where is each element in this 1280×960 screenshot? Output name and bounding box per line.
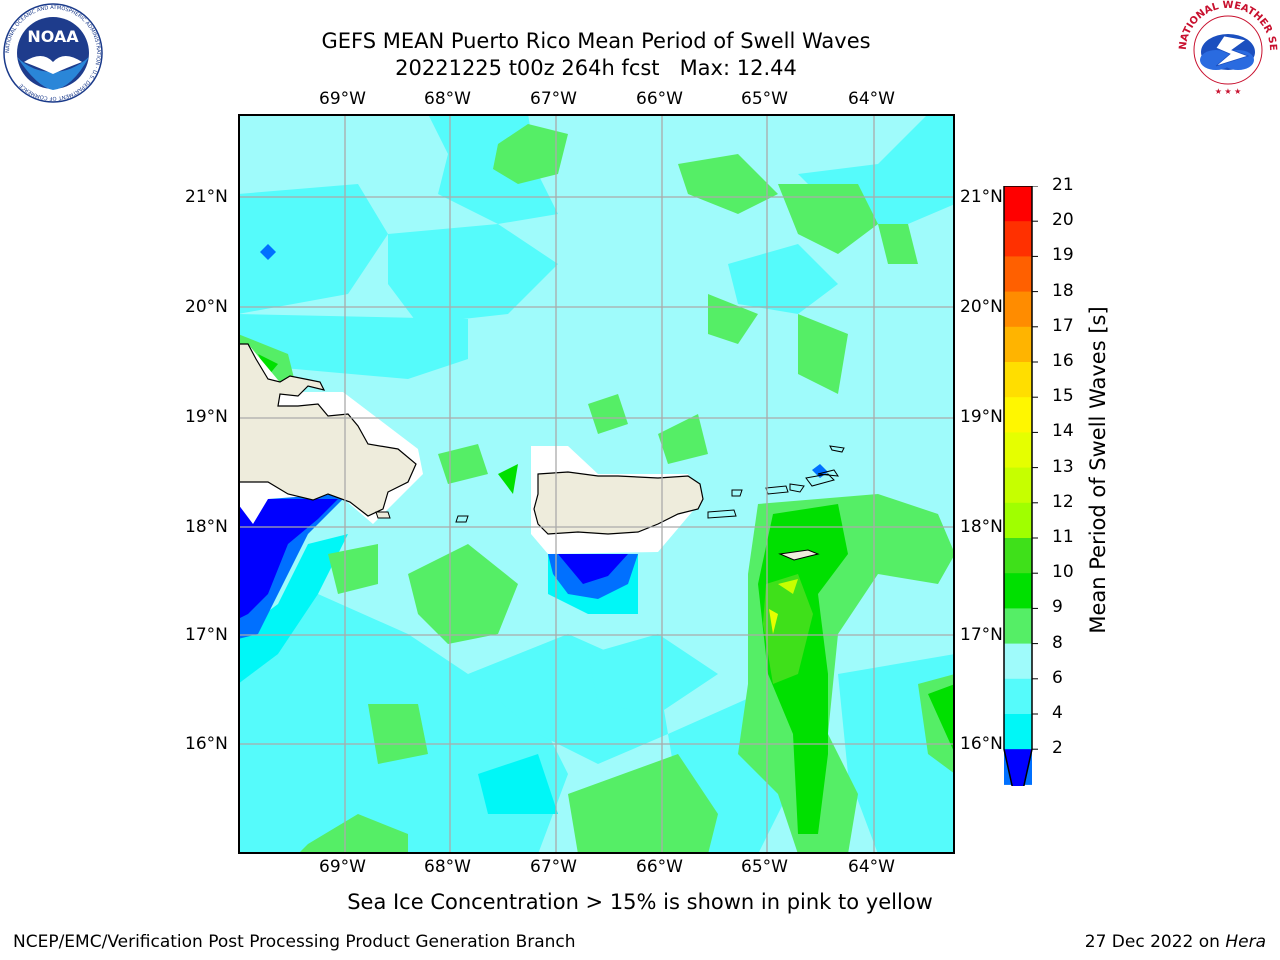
lat-label-right: 21°N <box>960 187 1003 207</box>
chart-subtitle: 20221225 t00z 264h fcst Max: 12.44 <box>395 56 797 80</box>
colorbar-tick-label: 16 <box>1052 351 1074 371</box>
chart-title: GEFS MEAN Puerto Rico Mean Period of Swe… <box>321 29 871 53</box>
lat-label-left: 21°N <box>185 187 228 207</box>
map-panel <box>237 114 955 854</box>
colorbar-segment <box>1004 643 1032 680</box>
colorbar-segment <box>1004 573 1032 609</box>
colorbar-segment <box>1004 221 1032 257</box>
colorbar-tick-label: 19 <box>1052 245 1074 266</box>
lat-label-right: 19°N <box>960 407 1003 427</box>
period-2-4-regions <box>238 244 828 639</box>
lon-label-bottom: 67°W <box>530 857 577 877</box>
lon-label-top: 68°W <box>424 89 471 109</box>
lat-label-right: 17°N <box>960 625 1003 645</box>
colorbar-tick-label: 18 <box>1052 280 1074 301</box>
footer-host: Hera <box>1225 932 1266 952</box>
period-max-regions <box>763 574 813 684</box>
colorbar-segment <box>1004 291 1032 328</box>
lat-label-left: 20°N <box>185 297 228 317</box>
colorbar-tick-label: 20 <box>1052 210 1074 231</box>
lon-label-top: 65°W <box>741 89 788 109</box>
hispaniola-land <box>237 343 417 517</box>
colorbar-tick-label: 15 <box>1052 386 1074 407</box>
graticule <box>238 114 955 854</box>
colorbar-tick-label: 6 <box>1052 667 1063 688</box>
colorbar-tick-label: 17 <box>1052 315 1074 336</box>
colorbar-extend-arrow <box>1004 749 1032 813</box>
lat-label-right: 20°N <box>960 297 1003 317</box>
map-frame <box>238 114 955 854</box>
footer-date: 27 Dec 2022 on Hera <box>1085 932 1266 952</box>
lat-label-right: 16°N <box>960 734 1003 754</box>
lat-label-left: 16°N <box>185 734 228 754</box>
colorbar-label: Mean Period of Swell Waves [s] <box>1086 306 1110 634</box>
lat-label-left: 18°N <box>185 517 228 537</box>
lon-label-bottom: 66°W <box>636 857 683 877</box>
colorbar-tick-label: 14 <box>1052 421 1074 442</box>
colorbar-segment <box>1004 326 1032 363</box>
lon-label-top: 64°W <box>848 89 895 109</box>
lon-label-bottom: 69°W <box>319 857 366 877</box>
colorbar-segment <box>1004 397 1032 433</box>
colorbar-outline <box>1003 185 1033 813</box>
colorbar-segment <box>1004 256 1032 293</box>
colorbar-tick-label: 8 <box>1052 632 1063 653</box>
colorbar <box>1000 185 1040 813</box>
colorbar-tick-label: 10 <box>1052 562 1074 583</box>
colorbar-tick-label: 9 <box>1052 597 1063 618</box>
lat-label-right: 18°N <box>960 517 1003 537</box>
lon-label-top: 67°W <box>530 89 577 109</box>
colorbar-segment <box>1004 432 1032 469</box>
footer-branch: NCEP/EMC/Verification Post Processing Pr… <box>13 932 576 952</box>
colorbar-segment <box>1004 608 1032 645</box>
lon-label-top: 66°W <box>636 89 683 109</box>
lon-label-bottom: 65°W <box>741 857 788 877</box>
nws-logo: NATIONAL WEATHER SERVICE ★ ★ ★ <box>1172 0 1280 100</box>
lon-label-bottom: 64°W <box>848 857 895 877</box>
colorbar-segment <box>1004 362 1032 398</box>
colorbar-tick-label: 21 <box>1052 175 1074 195</box>
colorbar-tick-label: 2 <box>1052 738 1063 759</box>
lat-label-left: 17°N <box>185 625 228 645</box>
swell-period-map <box>237 114 955 854</box>
lon-label-bottom: 68°W <box>424 857 471 877</box>
colorbar-segment <box>1004 538 1032 574</box>
noaa-logo: NOAA NATIONAL OCEANIC AND ATMOSPHERIC AD… <box>2 2 104 104</box>
noaa-logo-text: NOAA <box>27 27 79 46</box>
colorbar-segment <box>1004 186 1032 222</box>
colorbar-segment <box>1004 714 1032 750</box>
svg-text:★ ★ ★: ★ ★ ★ <box>1215 87 1242 96</box>
footer-date-text: 27 Dec 2022 on <box>1084 932 1226 952</box>
colorbar-tick-label: 13 <box>1052 456 1074 477</box>
sea-ice-caption: Sea Ice Concentration > 15% is shown in … <box>347 890 933 914</box>
colorbar-segment <box>1004 467 1032 504</box>
colorbar-ticks: 21 20 19 18 17 16 15 14 13 12 11 10 9 8 6 4 2 <box>1052 175 1092 786</box>
colorbar-tick-label: 11 <box>1052 527 1074 547</box>
lon-label-top: 69°W <box>319 89 366 109</box>
colorbar-tick-label: 12 <box>1052 491 1074 512</box>
lat-label-left: 19°N <box>185 407 228 427</box>
colorbar-segment <box>1004 502 1032 539</box>
colorbar-tick-label: 4 <box>1052 703 1063 723</box>
virgin-islands <box>765 445 845 561</box>
colorbar-segment <box>1004 678 1032 715</box>
puerto-rico-land <box>533 471 704 535</box>
